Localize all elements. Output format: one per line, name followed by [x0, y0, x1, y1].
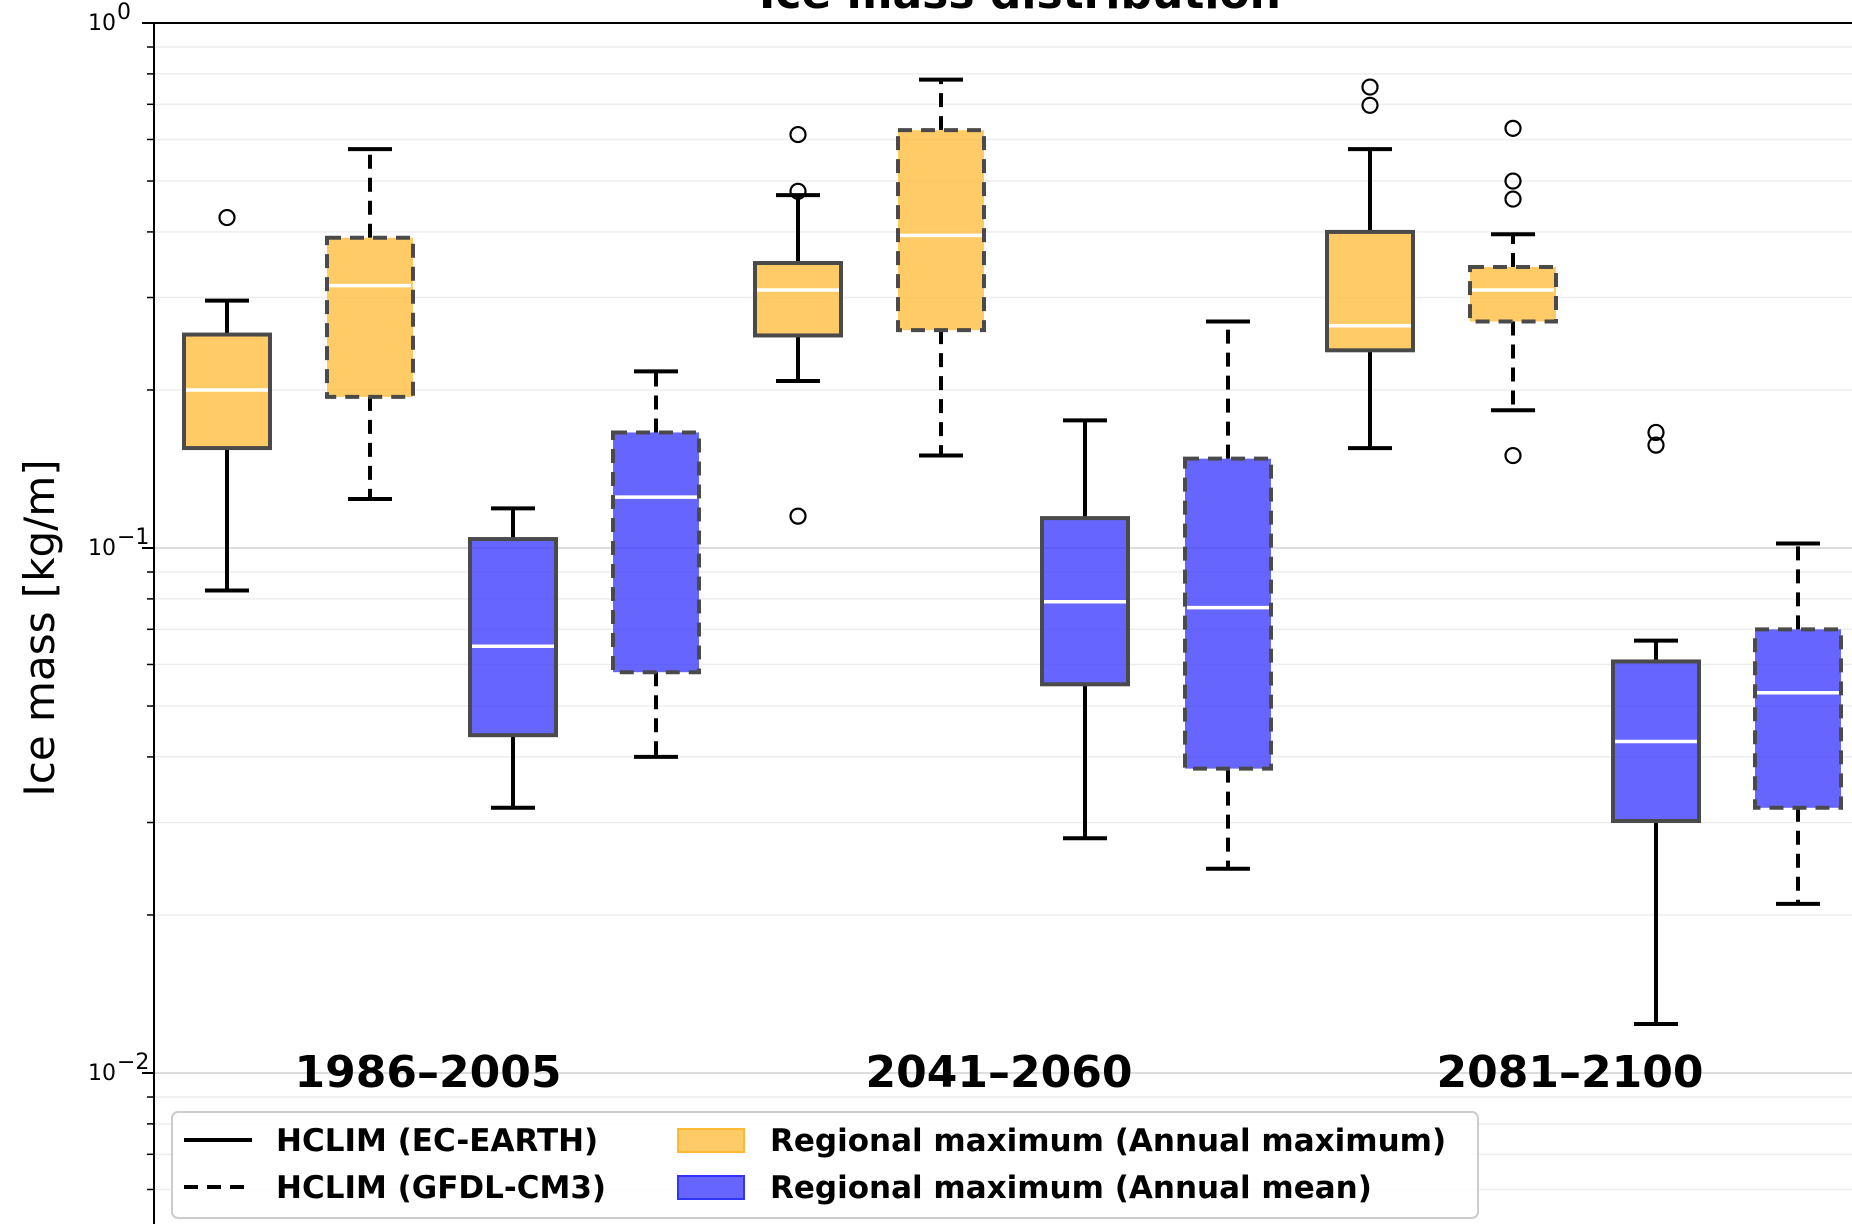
legend-entry-4: Regional maximum (Annual mean): [677, 1170, 1372, 1206]
y-axis-title: Ice mass [kg/m]: [15, 459, 64, 796]
box-body: [611, 430, 701, 675]
box-3: [468, 506, 558, 810]
box-12: [1753, 541, 1843, 906]
box-6: [896, 77, 986, 458]
legend-frame: [171, 1111, 1479, 1219]
box-5: [753, 125, 843, 525]
box-body: [896, 128, 986, 333]
outlier-point: [1504, 190, 1522, 208]
outlier-point: [1504, 119, 1522, 137]
box-layer: [182, 77, 1843, 1026]
box-8: [1183, 319, 1273, 871]
outlier-point: [1361, 78, 1379, 96]
outlier-point: [789, 182, 807, 200]
outlier-point: [1361, 96, 1379, 114]
outlier-point: [1504, 172, 1522, 190]
legend-color-patch: [677, 1128, 745, 1153]
legend-label: Regional maximum (Annual mean): [770, 1170, 1372, 1206]
box-1: [182, 208, 272, 593]
outlier-point: [789, 507, 807, 525]
box-11: [1611, 423, 1701, 1026]
box-body: [468, 537, 558, 738]
period-label: 2041–2060: [866, 1047, 1133, 1098]
box-body: [325, 235, 415, 399]
legend-label: HCLIM (GFDL-CM3): [276, 1170, 606, 1206]
legend-label: HCLIM (EC-EARTH): [276, 1123, 598, 1159]
legend-label: Regional maximum (Annual maximum): [770, 1123, 1446, 1159]
box-body: [1753, 627, 1843, 810]
y-tick-exponent: −2: [117, 1050, 149, 1075]
y-tick-label: 10: [88, 11, 116, 36]
outlier-point: [218, 208, 236, 227]
grid-layer: [154, 22, 1852, 1191]
box-7: [1040, 418, 1130, 841]
legend: HCLIM (EC-EARTH) HCLIM (GFDL-CM3) Regional…: [171, 1111, 1479, 1219]
outlier-point: [789, 125, 807, 144]
legend-color-patch: [677, 1175, 745, 1200]
box-body: [753, 261, 843, 338]
period-label: 1986–2005: [295, 1047, 562, 1098]
box-9: [1325, 78, 1415, 451]
y-tick-label: 10: [88, 536, 116, 561]
box-10: [1468, 119, 1558, 465]
outlier-point: [1504, 446, 1522, 465]
period-labels: 1986–2005 2041–2060 2081–2100: [295, 1047, 1704, 1098]
y-tick-exponent: 0: [117, 0, 131, 25]
y-tick-exponent: −1: [117, 525, 149, 550]
period-label: 2081–2100: [1437, 1047, 1704, 1098]
outlier-point: [1647, 423, 1665, 442]
legend-entry-1: HCLIM (EC-EARTH): [184, 1123, 598, 1159]
chart-title: Ice mass distribution: [759, 0, 1281, 19]
outlier-point: [1647, 436, 1665, 454]
y-tick-label: 10: [88, 1061, 116, 1086]
legend-entry-3: Regional maximum (Annual maximum): [677, 1123, 1446, 1159]
box-body: [1468, 264, 1558, 324]
legend-entry-2: HCLIM (GFDL-CM3): [184, 1170, 606, 1206]
box-2: [325, 147, 415, 501]
box-4: [611, 369, 701, 759]
box-body: [1183, 456, 1273, 771]
box-body: [1325, 229, 1415, 353]
